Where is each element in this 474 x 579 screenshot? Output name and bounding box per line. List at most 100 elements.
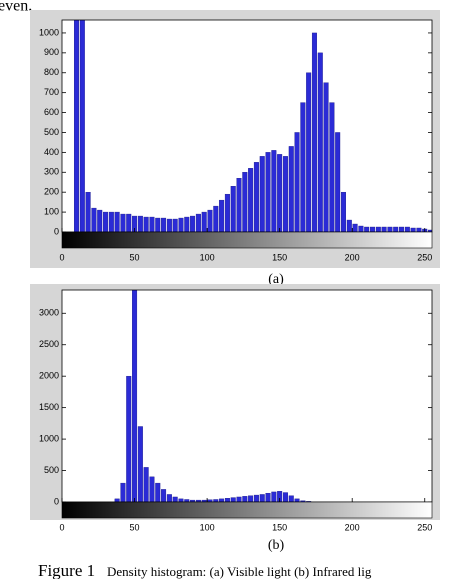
bar	[137, 215, 143, 232]
bar	[190, 499, 196, 502]
bar	[219, 498, 225, 502]
bar	[155, 217, 161, 232]
x-tick-label: 150	[272, 252, 287, 262]
bar	[416, 227, 422, 232]
x-tick-label: 250	[417, 252, 432, 262]
colorbar	[61, 501, 433, 519]
bar	[161, 217, 167, 232]
bar	[132, 290, 138, 502]
bar	[248, 168, 254, 232]
bar	[242, 172, 248, 232]
preceding-text: even.	[0, 0, 32, 15]
bar	[364, 226, 370, 232]
y-tick-label: 200	[44, 187, 59, 197]
y-tick-label: 700	[44, 87, 59, 97]
bar	[91, 207, 97, 232]
bar	[387, 226, 393, 232]
y-tick-label: 1000	[39, 433, 59, 443]
bar	[236, 496, 242, 502]
bar	[172, 218, 178, 232]
bar	[381, 226, 387, 232]
bar	[184, 216, 190, 232]
bar	[259, 156, 265, 232]
bar	[195, 499, 201, 502]
y-tick-label: 1500	[39, 402, 59, 412]
colorbar	[61, 231, 433, 249]
bar	[166, 218, 172, 232]
bar	[219, 199, 225, 232]
y-tick-label: 600	[44, 107, 59, 117]
bar	[253, 162, 259, 232]
bar	[178, 217, 184, 232]
bar	[172, 496, 178, 502]
bar	[207, 209, 213, 232]
bar	[346, 219, 352, 232]
bar	[178, 498, 184, 502]
bar	[375, 226, 381, 232]
x-tick-label: 50	[130, 252, 140, 262]
y-tick-label: 0	[54, 496, 59, 506]
y-tick-label: 1000	[39, 27, 59, 37]
bar	[300, 102, 306, 232]
bar	[306, 72, 312, 232]
x-tick-label: 200	[345, 252, 360, 262]
bar	[242, 496, 248, 502]
bar	[195, 213, 201, 232]
bar	[166, 494, 172, 502]
bar	[340, 191, 346, 232]
bar	[253, 494, 259, 502]
bar	[143, 467, 149, 502]
bar	[265, 492, 271, 502]
bar	[79, 20, 85, 232]
bar	[329, 102, 335, 232]
x-tick-label: 100	[200, 522, 215, 532]
panel-label: (a)	[268, 272, 284, 287]
figure-label: Figure 1	[38, 561, 95, 579]
bar	[259, 494, 265, 502]
y-tick-label: 500	[44, 465, 59, 475]
bar	[190, 215, 196, 232]
bar	[74, 20, 80, 232]
bar	[201, 499, 207, 502]
bar	[103, 211, 109, 232]
bar	[352, 223, 358, 232]
bar	[155, 482, 161, 502]
bar	[288, 146, 294, 232]
y-tick-label: 300	[44, 167, 59, 177]
bar	[265, 152, 271, 232]
bars	[74, 20, 432, 232]
y-tick-label: 500	[44, 127, 59, 137]
y-tick-label: 100	[44, 206, 59, 216]
bar	[149, 216, 155, 232]
bar	[294, 132, 300, 232]
y-tick-label: 400	[44, 147, 59, 157]
bar	[149, 476, 155, 502]
bar	[370, 226, 376, 232]
bar	[213, 205, 219, 232]
bar	[300, 500, 306, 502]
bar	[126, 375, 132, 502]
bar	[311, 32, 317, 232]
bar	[230, 186, 236, 232]
y-tick-label: 900	[44, 47, 59, 57]
bar	[137, 426, 143, 502]
bar	[271, 150, 277, 232]
x-tick-label: 0	[59, 522, 64, 532]
bar	[410, 227, 416, 232]
bar	[358, 225, 364, 232]
bar	[317, 52, 323, 232]
x-tick-label: 50	[130, 522, 140, 532]
bar	[282, 492, 288, 502]
bar	[271, 491, 277, 502]
panel-label: (b)	[268, 538, 285, 553]
bar	[143, 216, 149, 232]
bar	[294, 498, 300, 502]
bar	[224, 193, 230, 232]
bar	[288, 495, 294, 502]
y-tick-label: 800	[44, 67, 59, 77]
bar	[201, 211, 207, 232]
bar	[399, 226, 405, 232]
bar	[335, 132, 341, 232]
